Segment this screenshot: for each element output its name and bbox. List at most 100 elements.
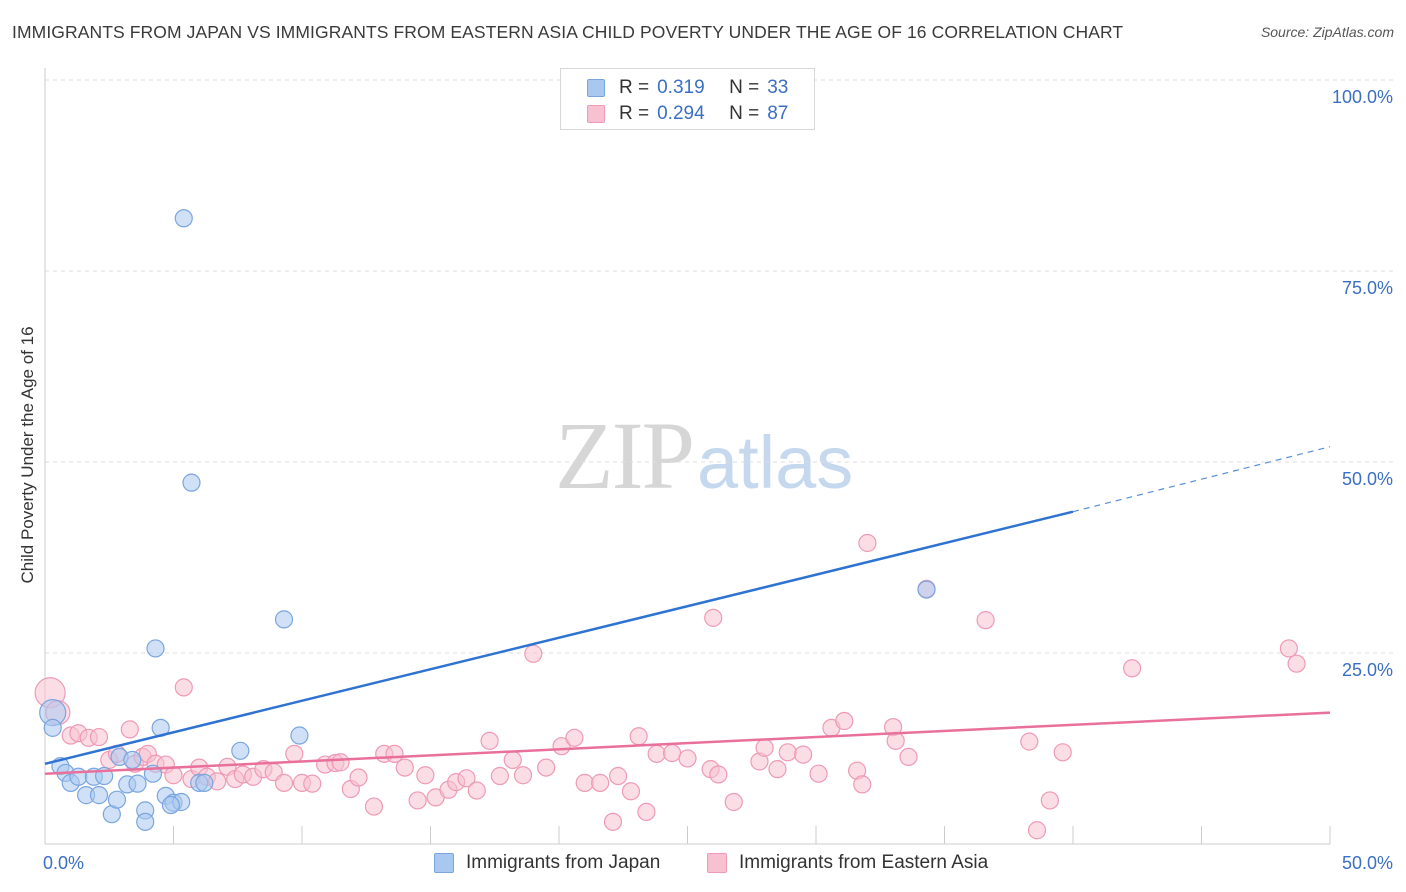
eastern-asia-point (768, 760, 787, 779)
eastern-asia-point (603, 812, 623, 831)
japan-swatch-icon (434, 853, 454, 873)
eastasia-swatch-icon (587, 105, 605, 123)
eastern-asia-point (835, 711, 854, 731)
eastasia-swatch-icon (707, 853, 727, 873)
eastern-asia-point (503, 750, 522, 770)
eastern-asia-point (629, 727, 648, 746)
eastern-asia-point (678, 749, 697, 768)
eastern-asia-point (609, 766, 628, 786)
eastern-asia-point (662, 743, 682, 763)
legend-r-label: R = (619, 77, 650, 98)
eastern-asia-point (755, 738, 774, 757)
japan-point (195, 773, 214, 792)
japan-point (174, 209, 193, 228)
japan-point (182, 473, 201, 492)
eastern-asia-point (274, 773, 294, 792)
x-tick-label: 50.0% (1342, 853, 1393, 873)
japan-point (161, 795, 181, 815)
eastern-asia-point (408, 791, 427, 810)
correlation-legend: R = 0.319 N = 33 R = 0.294 N = 87 (560, 68, 815, 130)
eastern-asia-point (976, 611, 995, 630)
legend-r-value: 0.319 (657, 77, 705, 98)
japan-swatch-icon (587, 79, 605, 97)
eastern-asia-point (1027, 821, 1047, 840)
y-tick-label: 50.0% (1342, 469, 1393, 489)
eastern-asia-point (575, 773, 594, 792)
eastern-asia-point (349, 768, 368, 787)
eastern-asia-point (565, 728, 584, 747)
trend-lines (44, 446, 1331, 775)
legend-r-value: 0.294 (657, 103, 705, 124)
eastern-asia-point (1040, 791, 1059, 810)
watermark: ZIPatlas (555, 400, 853, 511)
x-tick-label: 0.0% (43, 853, 84, 873)
eastern-asia-point (395, 758, 414, 777)
eastern-asia-point (524, 644, 543, 663)
eastern-asia-point (1053, 743, 1072, 762)
eastern-asia-point (1020, 732, 1039, 751)
y-tick-label: 25.0% (1342, 660, 1393, 680)
legend-r-label: R = (619, 103, 650, 124)
y-tick-label: 100.0% (1332, 87, 1393, 107)
bottom-legend-japan: Immigrants from Japan (434, 852, 660, 874)
eastern-asia-point (1279, 639, 1298, 658)
chart-title: IMMIGRANTS FROM JAPAN VS IMMIGRANTS FROM… (12, 22, 1124, 42)
eastern-asia-point (591, 773, 610, 792)
bottom-legend-japan-label: Immigrants from Japan (466, 852, 661, 873)
eastern-asia-point (704, 608, 723, 627)
japan-point (146, 639, 165, 658)
eastern-asia-point (858, 533, 877, 553)
eastern-asia-point (120, 720, 139, 739)
eastern-asia-point (416, 766, 435, 785)
eastern-asia-point (778, 743, 797, 762)
eastern-asia-point (303, 774, 322, 793)
eastern-asia-point (285, 744, 304, 763)
japan-point (89, 786, 109, 805)
eastern-asia-point (724, 792, 743, 812)
legend-n-value: 33 (767, 77, 789, 98)
eastern-asia-point (809, 764, 828, 783)
eastern-asia-point (637, 802, 656, 822)
eastern-asia-point (364, 797, 384, 816)
eastern-asia-point (1123, 659, 1142, 678)
eastern-asia-point (490, 766, 509, 786)
eastern-asia-point (164, 766, 183, 785)
japan-point (107, 790, 127, 809)
legend-n-label: N = (729, 103, 760, 124)
japan-point (128, 774, 147, 793)
source-label: Source: ZipAtlas.com (1260, 24, 1394, 40)
eastern-asia-point (89, 727, 109, 747)
eastern-asia-point (1287, 654, 1306, 673)
legend-n-label: N = (729, 77, 760, 98)
legend-row-japan: R = 0.319 N = 33 (587, 76, 788, 100)
watermark-zip: ZIP (555, 402, 695, 509)
japan-point (231, 741, 250, 760)
japan-trend-extension (1072, 446, 1331, 513)
japan-point (290, 726, 309, 745)
eastern-asia-point (480, 731, 499, 750)
eastern-asia-point (457, 769, 476, 788)
eastern-asia-point (537, 758, 556, 777)
eastern-asia-trend-line (44, 711, 1331, 775)
eastern-asia-points (34, 533, 1306, 840)
eastern-asia-point (621, 782, 641, 801)
legend-row-eastasia: R = 0.294 N = 87 (587, 102, 788, 126)
japan-point (274, 610, 294, 629)
japan-trend-line (44, 510, 1074, 765)
legend-n-value: 87 (767, 103, 789, 124)
eastern-asia-point (794, 745, 813, 764)
eastern-asia-point (331, 753, 350, 772)
eastern-asia-point (174, 678, 193, 697)
eastern-asia-point (709, 765, 728, 784)
y-tick-label: 75.0% (1342, 278, 1393, 298)
eastern-asia-point (886, 731, 905, 750)
eastern-asia-point (899, 747, 918, 767)
bottom-legend-eastasia: Immigrants from Eastern Asia (707, 852, 988, 874)
japan-point (917, 580, 936, 599)
japan-point (123, 750, 142, 770)
eastern-asia-point (647, 744, 666, 763)
japan-point (43, 718, 62, 737)
bottom-legend-eastasia-label: Immigrants from Eastern Asia (739, 852, 989, 873)
eastern-asia-point (853, 775, 872, 794)
